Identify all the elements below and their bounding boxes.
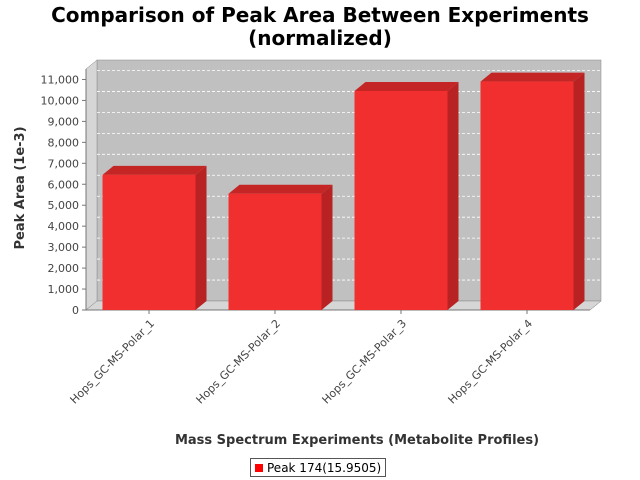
y-tick-label: 6,000 bbox=[48, 178, 80, 191]
y-tick-label: 1,000 bbox=[48, 283, 80, 296]
bar-face bbox=[102, 174, 196, 310]
x-tick-label: Hops_GC-MS-Polar_4 bbox=[446, 317, 536, 407]
chart-title: Comparison of Peak Area Between Experime… bbox=[51, 3, 589, 27]
x-axis-label: Mass Spectrum Experiments (Metabolite Pr… bbox=[175, 433, 539, 448]
y-tick-label: 10,000 bbox=[41, 94, 80, 107]
y-tick-label: 2,000 bbox=[48, 262, 80, 275]
y-tick-label: 0 bbox=[72, 304, 79, 317]
y-tick-label: 7,000 bbox=[48, 157, 80, 170]
y-tick-label: 5,000 bbox=[48, 199, 80, 212]
bars bbox=[102, 72, 585, 310]
bar bbox=[480, 72, 585, 310]
y-tick-label: 3,000 bbox=[48, 241, 80, 254]
y-tick-label: 11,000 bbox=[41, 73, 80, 86]
bar-face bbox=[228, 193, 322, 310]
bar-face bbox=[480, 81, 574, 310]
x-tick-label: Hops_GC-MS-Polar_3 bbox=[320, 317, 410, 407]
bar bbox=[228, 184, 333, 310]
bar-top bbox=[480, 72, 585, 82]
bar-side bbox=[321, 184, 333, 310]
legend: Peak 174(15.9505) bbox=[250, 458, 387, 477]
bar-side bbox=[573, 72, 585, 310]
legend-label: Peak 174(15.9505) bbox=[267, 460, 382, 475]
x-tick-label: Hops_GC-MS-Polar_2 bbox=[194, 317, 284, 407]
y-tick-label: 8,000 bbox=[48, 136, 80, 149]
x-tick-label: Hops_GC-MS-Polar_1 bbox=[68, 317, 158, 407]
bar-top bbox=[228, 184, 333, 194]
bar-top bbox=[354, 82, 459, 92]
y-tick-label: 9,000 bbox=[48, 115, 80, 128]
bar-face bbox=[354, 91, 448, 310]
y-axis-label: Peak Area (1e-3) bbox=[13, 126, 28, 249]
y-tick-label: 4,000 bbox=[48, 220, 80, 233]
plot-side-wall bbox=[85, 59, 98, 311]
legend-swatch bbox=[255, 463, 263, 472]
chart-subtitle: (normalized) bbox=[248, 26, 392, 50]
bar-top bbox=[102, 165, 207, 175]
bar bbox=[354, 82, 459, 310]
bar bbox=[102, 165, 207, 310]
bar-side bbox=[447, 82, 459, 310]
x-axis: Hops_GC-MS-Polar_1 Hops_GC-MS-Polar_2 Hops… bbox=[68, 310, 536, 407]
y-axis: 0 1,000 2,000 3,000 4,000 5,000 6,000 7,000 8,00… bbox=[41, 69, 87, 317]
bar-side bbox=[195, 165, 207, 310]
